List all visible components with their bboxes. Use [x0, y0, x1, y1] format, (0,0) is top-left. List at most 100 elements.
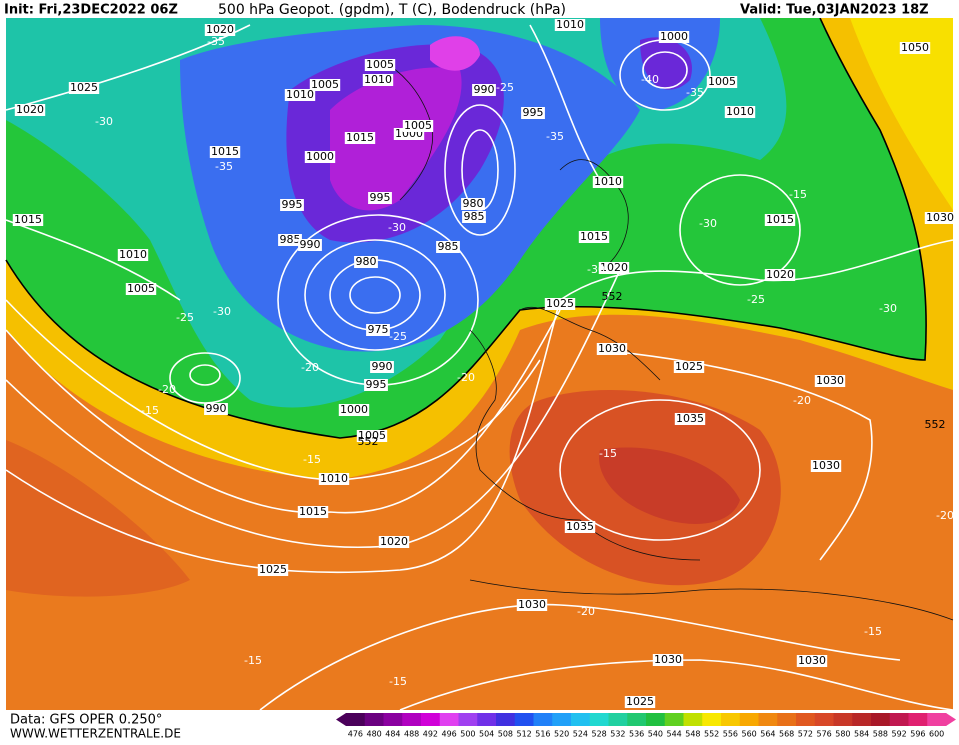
isobar-label: 1005	[358, 429, 386, 442]
isobar-label-box	[204, 403, 228, 415]
isobar-label: 1020	[380, 535, 408, 548]
isobar-label: 1030	[798, 654, 826, 667]
isobar-label: 995	[370, 191, 391, 204]
legend-label: 488	[404, 730, 419, 739]
field-red	[599, 447, 740, 524]
legend-swatch	[683, 713, 703, 726]
isobar-label: 1020	[16, 103, 44, 116]
temperature-label: -30	[879, 302, 897, 315]
isobar-label: 1030	[926, 211, 954, 224]
isobar-label: 1010	[119, 248, 147, 261]
isobar-label-box	[209, 146, 241, 158]
isobar-label: 1015	[766, 213, 794, 226]
isobar-label: 1020	[766, 268, 794, 281]
legend-arrow-right	[946, 713, 956, 726]
isobar	[189, 364, 221, 386]
isobar-label-box	[658, 31, 690, 43]
isobar-label: 1005	[404, 119, 432, 132]
isobar-label: 1020	[206, 23, 234, 36]
isobar-label-box	[298, 239, 322, 251]
geopotential-label: 552	[925, 418, 946, 431]
isobar	[599, 349, 873, 561]
isobar-label: 985	[438, 240, 459, 253]
temperature-label: -20	[577, 605, 595, 618]
isobar-label-box	[461, 198, 485, 210]
isobar-label-box	[624, 696, 656, 708]
isobar	[559, 239, 954, 301]
isobar-label-box	[364, 379, 388, 391]
isobar-label: 1015	[211, 145, 239, 158]
legend-label: 520	[554, 730, 569, 739]
isobar-label-box	[278, 234, 302, 246]
map-labels: 1020 1025 1020 1005 1010 1005 1010 1015 1015 1000…	[12, 18, 956, 708]
isobar-label-box	[362, 74, 394, 86]
isobar-label-box	[318, 473, 350, 485]
isobar-label-box	[673, 361, 705, 373]
temperature-label: -15	[141, 404, 159, 417]
temperature-label: -25	[747, 293, 765, 306]
isobar-label-box	[304, 151, 336, 163]
isobar-label-box	[598, 262, 630, 274]
legend-label: 584	[854, 730, 869, 739]
isobar-label-box	[814, 375, 846, 387]
isobar-label-box	[284, 89, 316, 101]
isobar-label: 980	[356, 255, 377, 268]
isobar-label: 1015	[346, 131, 374, 144]
isobar-label-box	[117, 249, 149, 261]
map-title: 500 hPa Geopot. (gpdm), T (C), Bodendruc…	[218, 2, 566, 18]
legend-swatch	[702, 713, 722, 726]
legend-swatch	[608, 713, 628, 726]
temperature-label: -30	[699, 217, 717, 230]
legend-label: 480	[366, 730, 381, 739]
isobar-label: 1030	[812, 459, 840, 472]
isobar-label: 1025	[70, 81, 98, 94]
legend-swatch	[758, 713, 778, 726]
isobar-label: 1025	[259, 563, 287, 576]
isobar-label-box	[764, 214, 796, 226]
isobar-label-box	[14, 104, 46, 116]
legend-label: 524	[573, 730, 588, 739]
temperature-label: -25	[496, 81, 514, 94]
isobar-label: 1010	[320, 472, 348, 485]
geopotential-label: 552	[358, 435, 379, 448]
temperature-label: -30	[213, 305, 231, 318]
isobar-label-box	[297, 506, 329, 518]
isobar	[399, 659, 954, 711]
legend-label: 536	[629, 730, 644, 739]
isobar-label: 1000	[306, 150, 334, 163]
isobar-label-box	[764, 269, 796, 281]
legend-swatch	[364, 713, 384, 726]
legend-label: 592	[891, 730, 906, 739]
website: WWW.WETTERZENTRALE.DE	[10, 727, 181, 741]
temperature-label: -15	[244, 654, 262, 667]
legend-swatch	[589, 713, 609, 726]
temperature-label: -15	[389, 675, 407, 688]
isobar-label-box	[544, 298, 576, 310]
isobar	[304, 239, 446, 351]
field-violet-ne	[640, 37, 692, 90]
temperature-label: -15	[864, 625, 882, 638]
legend-swatch	[496, 713, 516, 726]
isobar-label-box	[578, 231, 610, 243]
isobar-label: 995	[282, 198, 303, 211]
isobar-label-box	[368, 192, 392, 204]
legend-swatch	[739, 713, 759, 726]
isobar	[349, 276, 401, 314]
isobar-label-box	[674, 413, 706, 425]
isobar-label: 1010	[594, 175, 622, 188]
temperature-label: -35	[686, 86, 704, 99]
isobar-label-box	[280, 199, 304, 211]
isobar-label: 1050	[901, 41, 929, 54]
temperature-label: -30	[95, 115, 113, 128]
legend-swatch	[571, 713, 591, 726]
isobar-label: 995	[523, 106, 544, 119]
legend-label: 532	[610, 730, 625, 739]
legend-label: 564	[760, 730, 775, 739]
legend-swatch	[814, 713, 834, 726]
isobar-label: 1025	[626, 695, 654, 708]
valid-time: Valid: Tue,03JAN2023 18Z	[740, 3, 929, 18]
temperature-label: -30	[388, 221, 406, 234]
isobar-label: 990	[372, 360, 393, 373]
field-orange-dark	[6, 440, 190, 597]
